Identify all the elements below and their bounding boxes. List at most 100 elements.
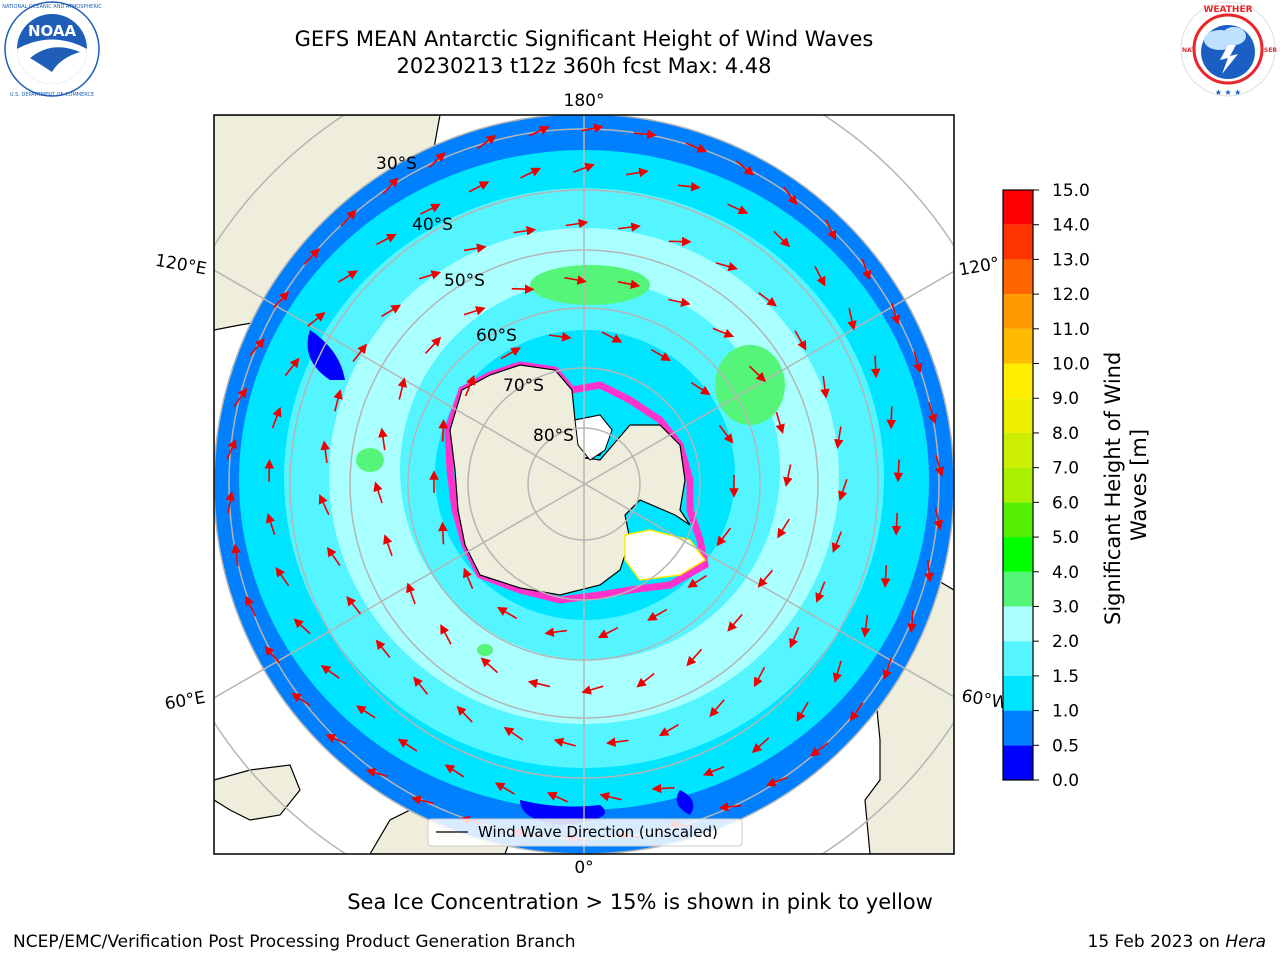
wave-direction-arrow (419, 270, 442, 280)
wave-direction-arrow (716, 527, 732, 547)
colorbar-swatch (1003, 190, 1033, 225)
colorbar-tick-label: 9.0 (1052, 389, 1079, 409)
wave-direction-arrow (597, 626, 619, 639)
svg-text:SER: SER (1264, 47, 1277, 54)
wave-direction-arrow (882, 657, 892, 680)
colorbar-label: Significant Height of Wind Waves [m] (1101, 345, 1151, 625)
wave-direction-arrow (718, 802, 742, 812)
wave-direction-arrow (880, 565, 891, 588)
wave-direction-arrow (870, 355, 881, 379)
wave-direction-arrow (397, 738, 418, 752)
wave-direction-arrow (636, 672, 655, 688)
wave-direction-arrow (709, 699, 725, 718)
wave-direction-arrow (834, 426, 844, 450)
wave-direction-arrow (777, 518, 790, 539)
land-africa (214, 764, 301, 821)
wave-direction-arrow (751, 737, 770, 753)
map-frame (213, 114, 955, 855)
colorbar-tick-label: 8.0 (1052, 424, 1079, 444)
wave-direction-arrow (849, 702, 864, 722)
colorbar-swatch (1003, 224, 1033, 260)
wave-direction-arrow (891, 512, 902, 536)
wave-direction-arrow (860, 614, 871, 638)
wave-direction-arrow (618, 222, 641, 232)
colorbar-frame (1002, 189, 1034, 781)
colorbar-swatch (1003, 745, 1033, 780)
colorbar-swatch (1003, 363, 1033, 399)
wave-direction-arrow (544, 627, 567, 638)
wave-direction-arrow (773, 230, 791, 248)
colorbar-swatch (1003, 606, 1033, 642)
wave-direction-arrow (753, 666, 766, 688)
footer-date-text: 15 Feb 2023 on (1087, 932, 1226, 952)
wave-direction-arrow (375, 639, 391, 659)
wave-direction-arrow (933, 507, 944, 531)
wave-direction-arrow (934, 454, 945, 477)
wave-direction-arrow (794, 330, 807, 351)
wave-direction-arrow (677, 181, 701, 192)
wave-direction-arrow (546, 791, 568, 803)
colorbar-tick-label: 1.5 (1052, 667, 1079, 687)
wave-direction-arrow (548, 332, 572, 342)
wave-direction-arrow (264, 645, 281, 664)
wave-direction-arrow (325, 733, 347, 745)
wave-direction-arrow (633, 129, 657, 140)
wave-direction-arrow (231, 543, 241, 567)
wave-direction-arrow (651, 783, 675, 794)
colorbar-tick-label: 14.0 (1052, 216, 1090, 236)
wave-direction-arrow (626, 167, 649, 178)
wave-direction-arrow (690, 382, 711, 396)
colorbar-tick-label: 4.0 (1052, 563, 1079, 583)
wave-direction-arrow (293, 618, 311, 635)
wave-direction-arrow (233, 387, 248, 407)
wave-direction-arrow (275, 566, 290, 587)
colorbar-swatch (1003, 675, 1033, 711)
lon-label-120e: 120°E (154, 251, 208, 280)
colorbar-tick-label: 11.0 (1052, 320, 1090, 340)
wave-direction-arrow (320, 665, 340, 679)
wave-direction-arrow (861, 258, 872, 281)
colorbar-tick-label: 12.0 (1052, 285, 1090, 305)
footer-host: Hera (1225, 932, 1266, 952)
wave-direction-arrow (891, 302, 901, 326)
lon-label-60e: 60°E (163, 688, 207, 715)
wave-direction-arrow (748, 365, 766, 382)
wave-direction-arrow (378, 427, 388, 451)
wave-direction-arrow (564, 275, 587, 285)
colorbar-swatch (1003, 641, 1033, 676)
wave-direction-arrow (307, 312, 326, 327)
colorbar-swatch (1003, 398, 1033, 433)
wave-direction-arrow (503, 726, 524, 741)
wave-direction-arrow (581, 123, 604, 133)
wave-direction-arrow (497, 607, 518, 620)
colorbar-swatch (1003, 571, 1033, 607)
lat-label-60s: 60°S (476, 326, 517, 346)
wave-direction-arrow (303, 247, 320, 265)
svg-text:NATIONAL OCEANIC AND ATMOSPHER: NATIONAL OCEANIC AND ATMOSPHERIC (2, 4, 102, 10)
wave-direction-arrow (463, 243, 487, 253)
wave-direction-arrow (758, 292, 777, 307)
wave-direction-arrow (464, 374, 476, 397)
noaa-logo: NOAA NATIONAL OCEANIC AND ATMOSPHERIC U.… (2, 1, 102, 98)
colorbar-swatch (1003, 502, 1033, 538)
wave-direction-arrow (383, 534, 393, 557)
wave-direction-arrow (463, 567, 474, 590)
wave-direction-arrow (500, 347, 521, 360)
wave-direction-arrow (757, 569, 774, 588)
legend-label: Wind Wave Direction (unscaled) (478, 823, 718, 841)
wave-direction-arrow (444, 764, 465, 778)
wave-direction-arrow (411, 795, 434, 805)
colorbar-tick-label: 6.0 (1052, 493, 1079, 513)
wave-direction-arrow (831, 531, 842, 553)
lat-label-70s: 70°S (503, 376, 544, 396)
colorbar-swatch (1003, 432, 1033, 468)
lon-label-0: 0° (574, 858, 593, 878)
wave-direction-arrow (907, 610, 917, 634)
wave-direction-arrow (686, 648, 703, 667)
wave-direction-arrow (376, 233, 397, 246)
wave-direction-arrow (438, 418, 449, 442)
map-axes: 30°S 40°S 50°S 60°S 70°S 80°S Wind Wave … (214, 115, 954, 854)
colorbar-swatch (1003, 467, 1033, 503)
wave-direction-arrow (650, 348, 671, 361)
